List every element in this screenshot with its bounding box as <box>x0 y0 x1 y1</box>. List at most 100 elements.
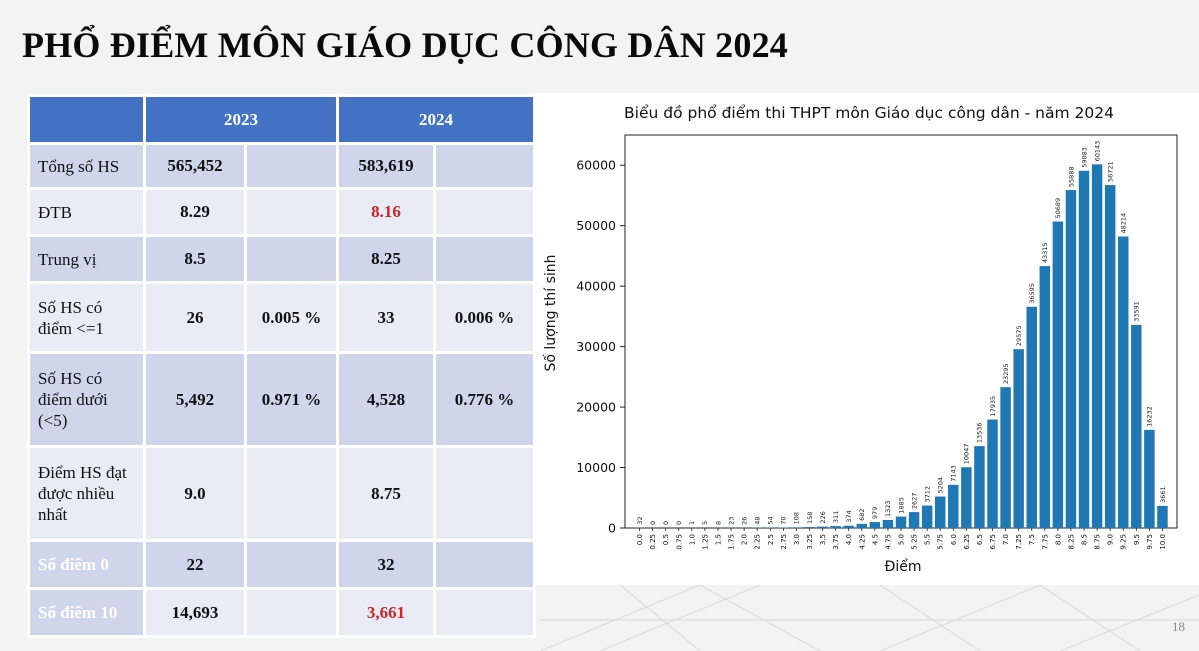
bar <box>1091 164 1103 528</box>
percent-2024 <box>433 142 536 190</box>
percent-2024 <box>433 445 536 542</box>
bar-value-label: 1 <box>688 521 696 525</box>
bar <box>804 527 815 528</box>
row-label: ĐTB <box>27 187 146 237</box>
row-label: Điểm HS đạt được nhiều nhất <box>27 445 146 542</box>
chart-bars: 32 0 0 0 1 5 8 23 26 48 54 70 108 158 226 311 374 682 979 1… <box>634 141 1168 529</box>
bar <box>856 523 868 528</box>
x-tick-label: 9.0 <box>1107 534 1115 545</box>
bar-value-label: 2627 <box>910 493 918 510</box>
bar-value-label: 0 <box>662 521 670 525</box>
y-tick-label: 60000 <box>576 158 616 173</box>
y-tick-label: 40000 <box>576 279 616 294</box>
bar-value-label: 48214 <box>1120 213 1128 234</box>
percent-2023: 0.971 % <box>244 351 339 448</box>
x-tick-label: 4.25 <box>858 534 866 550</box>
bar-value-label: 682 <box>858 508 866 520</box>
value-2024: 33 <box>336 281 436 354</box>
header-2023: 2023 <box>143 94 339 145</box>
bar <box>987 419 998 528</box>
bar <box>934 496 946 528</box>
bar <box>1131 324 1142 528</box>
bar-value-label: 0 <box>649 521 657 525</box>
percent-2023 <box>244 445 339 542</box>
bar-value-label: 36595 <box>1028 283 1036 304</box>
bar-value-label: 54 <box>767 516 775 524</box>
x-tick-label: 9.5 <box>1133 534 1141 545</box>
bar <box>1039 266 1051 528</box>
table-row: Trung vị 8.5 8.25 <box>27 234 536 284</box>
x-tick-label: 6.5 <box>976 534 984 545</box>
value-2024: 8.25 <box>336 234 436 284</box>
x-tick-label: 8.25 <box>1067 534 1075 550</box>
x-tick-label: 4.5 <box>871 534 879 545</box>
x-tick-label: 2.25 <box>754 534 762 550</box>
stats-table: 2023 2024 Tổng số HS 565,452 583,619 ĐTB… <box>27 94 536 638</box>
bar-value-label: 5204 <box>937 477 945 494</box>
row-label: Số điểm 10 <box>27 587 146 638</box>
x-tick-label: 9.75 <box>1146 534 1154 550</box>
page-number: 18 <box>1172 619 1185 634</box>
percent-2024 <box>433 539 536 590</box>
x-tick-label: 5.0 <box>898 534 906 545</box>
histogram-chart: Biểu đồ phổ điểm thi THPT môn Giáo dục c… <box>542 104 1178 575</box>
bar <box>843 525 854 528</box>
x-tick-label: 7.0 <box>1002 534 1010 545</box>
x-tick-label: 8.5 <box>1081 534 1089 545</box>
bar <box>1157 505 1168 528</box>
percent-2024 <box>433 234 536 284</box>
table-header-row: 2023 2024 <box>27 94 536 145</box>
bar <box>882 520 894 528</box>
value-2023: 5,492 <box>143 351 247 448</box>
x-tick-label: 1.75 <box>728 534 736 550</box>
x-tick-label: 5.75 <box>937 534 945 550</box>
x-tick-label: 5.5 <box>924 534 932 545</box>
bar <box>869 522 881 528</box>
header-2024: 2024 <box>336 94 536 145</box>
bar-value-label: 33591 <box>1133 301 1141 322</box>
table-row: ĐTB 8.29 8.16 <box>27 187 536 237</box>
bar-value-label: 3712 <box>923 486 931 503</box>
x-tick-label: 3.25 <box>806 534 814 550</box>
bar-value-label: 23295 <box>1002 363 1010 384</box>
y-tick-label: 10000 <box>576 460 616 475</box>
bar <box>1078 170 1090 528</box>
y-tick-label: 30000 <box>576 339 616 354</box>
bar-value-label: 311 <box>832 511 840 523</box>
value-2024: 583,619 <box>336 142 436 190</box>
bar <box>948 484 959 528</box>
bar <box>830 526 841 528</box>
x-tick-label: 1.5 <box>714 534 722 545</box>
value-2023: 14,693 <box>143 587 247 638</box>
x-tick-label: 3.5 <box>819 534 827 545</box>
x-tick-label: 2.75 <box>780 534 788 550</box>
x-tick-label: 2.0 <box>741 534 749 545</box>
x-tick-label: 9.25 <box>1120 534 1128 550</box>
x-tick-label: 3.75 <box>832 534 840 550</box>
bar-value-label: 3661 <box>1159 486 1167 503</box>
bar <box>1118 236 1129 529</box>
bar-value-label: 13536 <box>976 422 984 443</box>
percent-2024: 0.776 % <box>433 351 536 448</box>
bar-value-label: 0 <box>675 521 683 525</box>
bar <box>791 527 802 528</box>
bar <box>817 526 828 528</box>
bar-value-label: 23 <box>727 517 735 525</box>
x-tick-label: 0.5 <box>662 534 670 545</box>
value-2024: 4,528 <box>336 351 436 448</box>
percent-2024 <box>433 587 536 638</box>
percent-2023 <box>244 142 339 190</box>
table-row: Số HS có điểm <=1 26 0.005 % 33 0.006 % <box>27 281 536 354</box>
bar-value-label: 10047 <box>963 444 971 465</box>
chart-panel: Biểu đồ phổ điểm thi THPT môn Giáo dục c… <box>534 93 1199 585</box>
row-label: Trung vị <box>27 234 146 284</box>
table-row: Điểm HS đạt được nhiều nhất 9.0 8.75 <box>27 445 536 542</box>
bar-value-label: 60143 <box>1093 141 1101 162</box>
x-tick-label: 0.75 <box>675 534 683 550</box>
table-row: Số điểm 10 14,693 3,661 <box>27 587 536 638</box>
value-2023: 565,452 <box>143 142 247 190</box>
bar-value-label: 59083 <box>1080 147 1088 168</box>
bar-value-label: 50689 <box>1054 198 1062 219</box>
value-2023: 26 <box>143 281 247 354</box>
